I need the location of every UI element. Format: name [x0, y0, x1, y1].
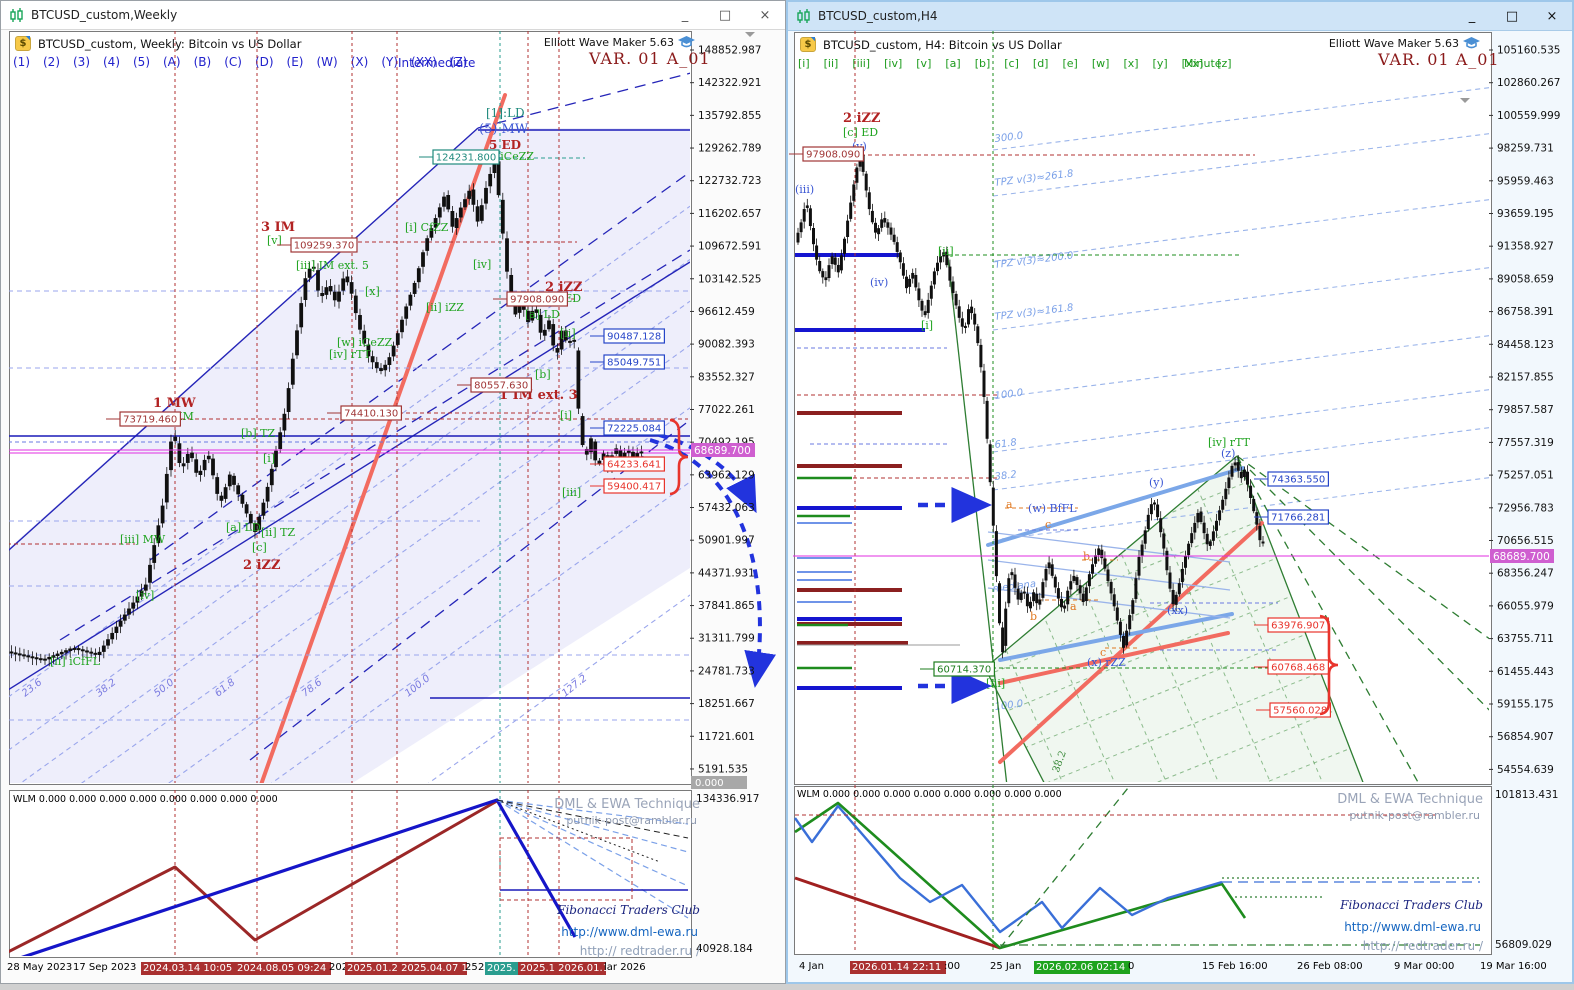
degree-item-6[interactable]: [b] [974, 57, 991, 70]
date-label: 15 Feb 16:00 [1202, 961, 1268, 972]
chart-symbol-text: BTCUSD_custom, H4: Bitcoin vs US Dollar [823, 37, 1062, 52]
chart-shift-marker[interactable] [745, 32, 755, 42]
graduation-cap-icon [1463, 37, 1480, 49]
titlebar-h4[interactable]: BTCUSD_custom,H4 _ □ × [788, 2, 1572, 31]
date-label: lar 2026 [604, 962, 646, 973]
degree-item-5[interactable]: (A) [163, 55, 181, 69]
chart-symbol-header: $ BTCUSD_custom, Weekly: Bitcoin vs US D… [15, 36, 301, 51]
minimize-button[interactable]: _ [681, 7, 689, 23]
date-label: 202 [329, 962, 349, 973]
degree-item-13[interactable]: [xx] [1181, 57, 1204, 70]
degree-item-0[interactable]: [i] [798, 57, 810, 70]
degree-item-9[interactable]: (E) [286, 55, 304, 69]
candlestick-chart-icon [796, 9, 812, 23]
graduation-cap-icon [678, 36, 695, 48]
degree-item-11[interactable]: (X) [350, 55, 369, 69]
h4-chart-plot[interactable] [794, 32, 1492, 785]
degree-row[interactable]: (1) (2) (3) (4) (5) (A) (B) (C) (D) (E) (W) (X) (Y) (… [13, 55, 467, 69]
degree-row[interactable]: [i] [ii] [iii] [iv] [v] [a] [b] [c] [d] [e] [w] [x]… [798, 57, 1232, 70]
degree-item-2[interactable]: (3) [73, 55, 90, 69]
degree-item-8[interactable]: [d] [1032, 57, 1049, 70]
degree-item-4[interactable]: [v] [916, 57, 932, 70]
degree-item-1[interactable]: (2) [43, 55, 60, 69]
h4-indicator-panel[interactable] [794, 786, 1492, 955]
date-label: :00 [944, 961, 961, 972]
chart-symbol-header: $ BTCUSD_custom, H4: Bitcoin vs US Dolla… [800, 37, 1062, 52]
degree-item-8[interactable]: (D) [254, 55, 274, 69]
titlebar-weekly[interactable]: BTCUSD_custom,Weekly _ □ × [1, 1, 785, 30]
variant-label: VAR. 01 A_01 [589, 49, 711, 68]
ewm-text: Elliott Wave Maker 5.63 [543, 36, 674, 49]
symbol-icon: $ [15, 36, 31, 51]
date-label: 25 [465, 962, 478, 973]
degree-item-10[interactable]: [w] [1091, 57, 1110, 70]
degree-item-7[interactable]: (C) [224, 55, 242, 69]
date-label: 2026.01.14 22:11 [850, 961, 946, 974]
window-h4-chart: BTCUSD_custom,H4 _ □ × $ BTCUSD_custom, … [786, 0, 1574, 984]
ewm-text: Elliott Wave Maker 5.63 [1328, 37, 1459, 50]
degree-item-4[interactable]: (5) [133, 55, 150, 69]
degree-item-12[interactable]: (Y) [381, 55, 399, 69]
date-label: 2024.08.05 09:24 [235, 962, 331, 975]
date-label: 2025.1 2026.01.14 22:11 [518, 962, 606, 975]
candlestick-chart-icon [9, 8, 25, 22]
degree-name-label[interactable]: Minute [1184, 57, 1222, 70]
degree-item-14[interactable]: (Z) [449, 55, 468, 69]
date-axis[interactable]: 4 Jan 2026.01.14 22:11:00 25 Jan 2026.02.06… [2, 958, 1574, 978]
date-label: 0 [1128, 961, 1135, 972]
window-title: BTCUSD_custom,H4 [818, 9, 938, 23]
degree-item-1[interactable]: [ii] [823, 57, 839, 70]
date-label: 17 Sep 2023 [73, 962, 137, 973]
date-label: 2024.03.14 10:05 [141, 962, 237, 975]
date-label: 2025. [485, 962, 521, 975]
chart-symbol-text: BTCUSD_custom, Weekly: Bitcoin vs US Dol… [38, 36, 302, 51]
degree-name-label[interactable]: Intermediate [398, 56, 476, 70]
window-title: BTCUSD_custom,Weekly [31, 8, 178, 22]
degree-item-9[interactable]: [e] [1062, 57, 1078, 70]
date-axis[interactable]: 28 May 2023 17 Sep 2023 2024.03.14 10:05 20… [1, 959, 787, 979]
degree-item-7[interactable]: [c] [1004, 57, 1019, 70]
date-label: 25 Jan [990, 961, 1022, 972]
ewm-version-label: Elliott Wave Maker 5.63 [1329, 37, 1480, 50]
weekly-indicator-panel[interactable] [9, 790, 692, 958]
date-label: 28 May 2023 [7, 962, 73, 973]
date-label: 19 Mar 16:00 [1480, 961, 1547, 972]
degree-item-10[interactable]: (W) [316, 55, 338, 69]
degree-item-13[interactable]: (XX) [411, 55, 437, 69]
degree-item-14[interactable]: [z] [1217, 57, 1232, 70]
maximize-button[interactable]: □ [718, 7, 732, 23]
degree-item-3[interactable]: [iv] [884, 57, 903, 70]
date-label: 26 Feb 08:00 [1297, 961, 1363, 972]
degree-item-2[interactable]: [iii] [852, 57, 871, 70]
window-weekly-chart: BTCUSD_custom,Weekly _ □ × $ BTCUSD_cust… [0, 0, 786, 984]
maximize-button[interactable]: □ [1505, 8, 1519, 24]
close-button[interactable]: × [759, 7, 771, 23]
minimize-button[interactable]: _ [1468, 8, 1476, 24]
weekly-chart-plot[interactable] [9, 31, 692, 785]
variant-label: VAR. 01 A_01 [1378, 50, 1500, 69]
degree-item-6[interactable]: (B) [193, 55, 212, 69]
close-button[interactable]: × [1546, 8, 1558, 24]
date-label: 2 [478, 962, 485, 973]
chart-shift-marker[interactable] [1460, 98, 1470, 108]
ewm-version-label: Elliott Wave Maker 5.63 [544, 36, 695, 49]
degree-item-12[interactable]: [y] [1152, 57, 1168, 70]
date-label: 9 Mar 00:00 [1394, 961, 1455, 972]
degree-item-11[interactable]: [x] [1123, 57, 1139, 70]
degree-item-0[interactable]: (1) [13, 55, 30, 69]
degree-item-5[interactable]: [a] [945, 57, 961, 70]
date-label: 2025.01.2 2025.04.07 10:04 [345, 962, 467, 975]
degree-item-3[interactable]: (4) [103, 55, 120, 69]
date-label: 4 Jan [799, 961, 824, 972]
symbol-icon: $ [800, 37, 816, 52]
date-label: 2026.02.06 02:14 [1034, 961, 1130, 974]
